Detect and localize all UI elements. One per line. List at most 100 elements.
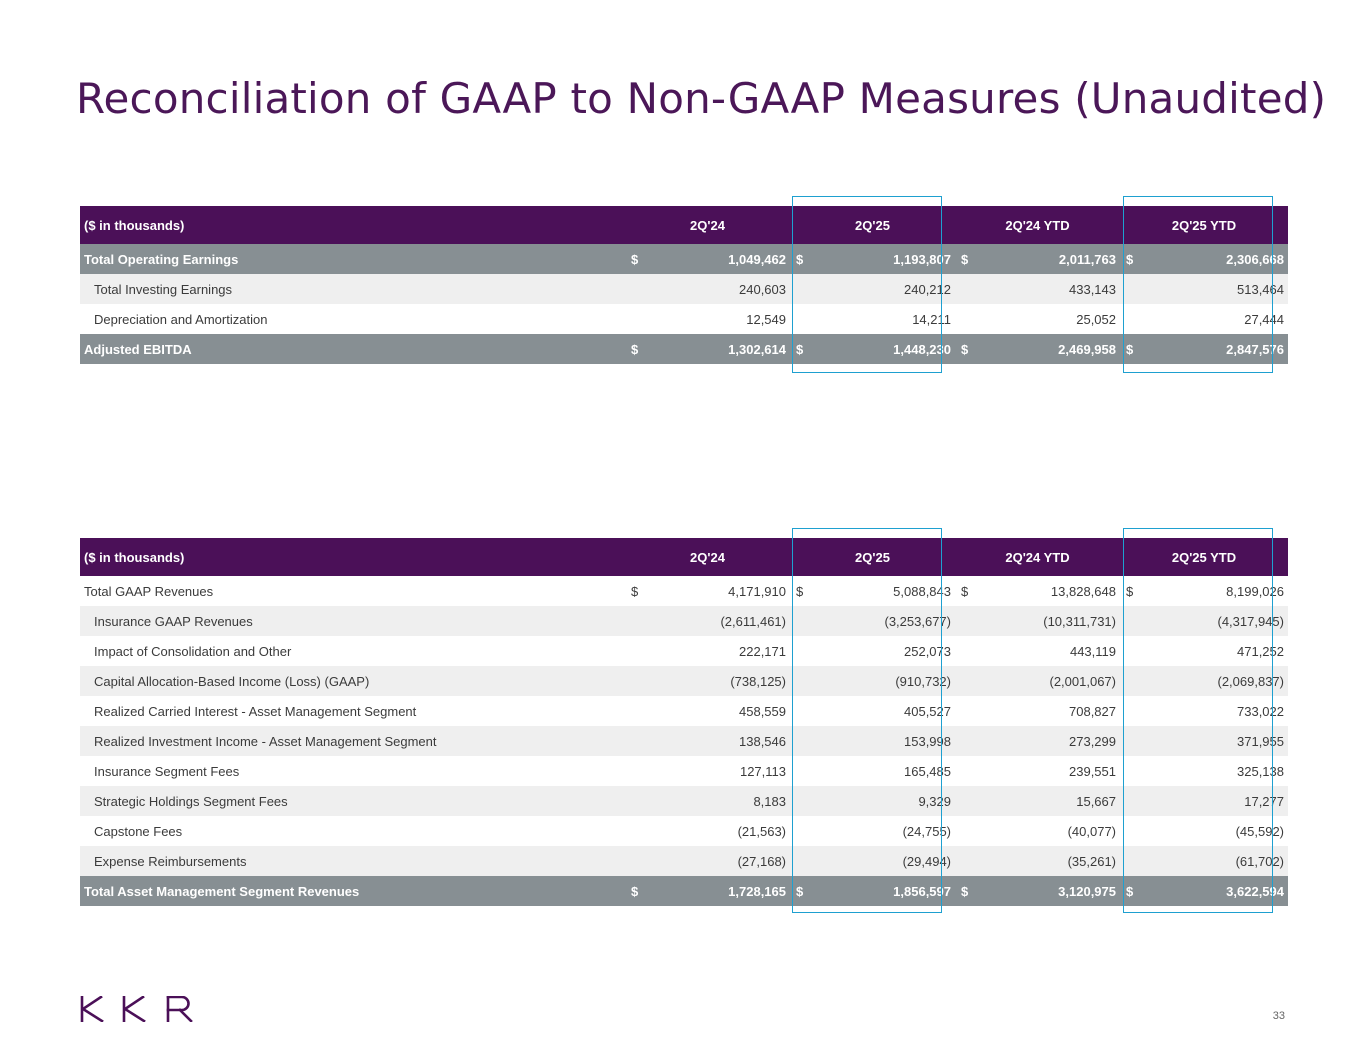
- currency-sign: $: [1126, 251, 1134, 267]
- cell-value: 5,088,843: [893, 583, 951, 599]
- currency-sign: $: [631, 583, 639, 599]
- currency-sign: $: [1126, 883, 1134, 899]
- cell-value: (4,317,945): [1217, 613, 1285, 629]
- cell-value: (738,125): [730, 673, 786, 689]
- currency-sign: $: [796, 341, 804, 357]
- header-2q24-ytd: 2Q'24 YTD: [1005, 549, 1070, 565]
- table-row: Insurance Segment Fees 127,113 165,485 2…: [80, 756, 1288, 786]
- cell-value: (24,755): [902, 823, 951, 839]
- row-label: Capital Allocation-Based Income (Loss) (…: [94, 673, 370, 689]
- cell-value: (2,611,461): [720, 613, 786, 629]
- currency-sign: $: [631, 341, 639, 357]
- page-title: Reconciliation of GAAP to Non-GAAP Measu…: [76, 74, 1327, 123]
- table-row: Impact of Consolidation and Other 222,17…: [80, 636, 1288, 666]
- cell-value: 240,212: [904, 281, 951, 297]
- cell-value: (2,069,837): [1217, 673, 1285, 689]
- cell-value: 433,143: [1069, 281, 1116, 297]
- cell-value: 2,847,576: [1226, 341, 1284, 357]
- cell-value: 165,485: [904, 763, 951, 779]
- cell-value: (27,168): [737, 853, 786, 869]
- cell-value: 8,183: [753, 793, 786, 809]
- currency-sign: $: [961, 583, 969, 599]
- cell-value: 9,329: [918, 793, 951, 809]
- header-2q25: 2Q'25: [855, 549, 890, 565]
- kkr-logo: [80, 995, 194, 1027]
- table-row: Strategic Holdings Segment Fees 8,183 9,…: [80, 786, 1288, 816]
- cell-value: 1,049,462: [728, 251, 786, 267]
- table-row: Depreciation and Amortization 12,549 14,…: [80, 304, 1288, 334]
- table-row: Expense Reimbursements (27,168) (29,494)…: [80, 846, 1288, 876]
- row-label: Realized Carried Interest - Asset Manage…: [94, 703, 417, 719]
- cell-value: 3,622,594: [1226, 883, 1284, 899]
- currency-sign: $: [631, 251, 639, 267]
- cell-value: 1,728,165: [728, 883, 786, 899]
- cell-value: (910,732): [895, 673, 951, 689]
- header-2q24: 2Q'24: [690, 217, 725, 233]
- table-header-row: ($ in thousands) 2Q'24 2Q'25 2Q'24 YTD 2…: [80, 206, 1288, 244]
- cell-value: (3,253,677): [884, 613, 952, 629]
- cell-value: 252,073: [904, 643, 951, 659]
- cell-value: 4,171,910: [728, 583, 786, 599]
- cell-value: 1,856,597: [893, 883, 951, 899]
- header-2q25: 2Q'25: [855, 217, 890, 233]
- header-units: ($ in thousands): [84, 549, 185, 565]
- header-units: ($ in thousands): [84, 217, 185, 233]
- table-row: Total Investing Earnings 240,603 240,212…: [80, 274, 1288, 304]
- cell-value: 8,199,026: [1226, 583, 1284, 599]
- cell-value: 708,827: [1069, 703, 1116, 719]
- cell-value: 12,549: [746, 311, 786, 327]
- currency-sign: $: [961, 341, 969, 357]
- table-row: Total GAAP Revenues $ 4,171,910 $ 5,088,…: [80, 576, 1288, 606]
- cell-value: (29,494): [902, 853, 951, 869]
- cell-value: 2,469,958: [1058, 341, 1116, 357]
- table-row: Adjusted EBITDA $ 1,302,614 $ 1,448,230 …: [80, 334, 1288, 364]
- row-label: Realized Investment Income - Asset Manag…: [94, 733, 437, 749]
- currency-sign: $: [796, 883, 804, 899]
- row-label: Insurance Segment Fees: [94, 763, 240, 779]
- highlight-box-2q25: [792, 196, 942, 373]
- highlight-box-2q25-ytd: [1123, 196, 1273, 373]
- table-row: Capstone Fees (21,563) (24,755) (40,077)…: [80, 816, 1288, 846]
- row-label: Total Asset Management Segment Revenues: [84, 883, 360, 899]
- row-label: Capstone Fees: [94, 823, 183, 839]
- header-2q24: 2Q'24: [690, 549, 725, 565]
- cell-value: (10,311,731): [1043, 613, 1116, 629]
- header-2q24-ytd: 2Q'24 YTD: [1005, 217, 1070, 233]
- header-2q25-ytd: 2Q'25 YTD: [1171, 217, 1237, 233]
- cell-value: 458,559: [739, 703, 786, 719]
- cell-value: 273,299: [1069, 733, 1116, 749]
- row-label: Insurance GAAP Revenues: [94, 613, 253, 629]
- highlight-box-2q25: [792, 528, 942, 913]
- cell-value: 15,667: [1076, 793, 1116, 809]
- cell-value: 13,828,648: [1050, 583, 1116, 599]
- row-label: Total Investing Earnings: [94, 281, 233, 297]
- asset-management-revenues-table: ($ in thousands) 2Q'24 2Q'25 2Q'24 YTD 2…: [80, 538, 1288, 906]
- cell-value: 153,998: [904, 733, 951, 749]
- page-number: 33: [1272, 1010, 1285, 1022]
- cell-value: 138,546: [739, 733, 786, 749]
- cell-value: 2,306,668: [1226, 251, 1284, 267]
- cell-value: (35,261): [1067, 853, 1116, 869]
- cell-value: (40,077): [1067, 823, 1116, 839]
- cell-value: (61,702): [1235, 853, 1284, 869]
- cell-value: 2,011,763: [1058, 251, 1116, 267]
- cell-value: 405,527: [904, 703, 951, 719]
- currency-sign: $: [796, 583, 804, 599]
- adjusted-ebitda-table: ($ in thousands) 2Q'24 2Q'25 2Q'24 YTD 2…: [80, 206, 1288, 364]
- cell-value: 1,448,230: [893, 341, 951, 357]
- row-label: Total GAAP Revenues: [84, 583, 214, 599]
- table-row: Capital Allocation-Based Income (Loss) (…: [80, 666, 1288, 696]
- currency-sign: $: [1126, 583, 1134, 599]
- row-label: Impact of Consolidation and Other: [94, 643, 292, 659]
- cell-value: 3,120,975: [1058, 883, 1116, 899]
- currency-sign: $: [961, 883, 969, 899]
- cell-value: (45,592): [1235, 823, 1284, 839]
- table-row: Total Operating Earnings $ 1,049,462 $ 1…: [80, 244, 1288, 274]
- cell-value: 239,551: [1069, 763, 1116, 779]
- table-header-row: ($ in thousands) 2Q'24 2Q'25 2Q'24 YTD 2…: [80, 538, 1288, 576]
- currency-sign: $: [961, 251, 969, 267]
- cell-value: 25,052: [1076, 311, 1116, 327]
- row-label: Depreciation and Amortization: [94, 311, 268, 327]
- cell-value: (21,563): [737, 823, 786, 839]
- row-label: Expense Reimbursements: [94, 853, 247, 869]
